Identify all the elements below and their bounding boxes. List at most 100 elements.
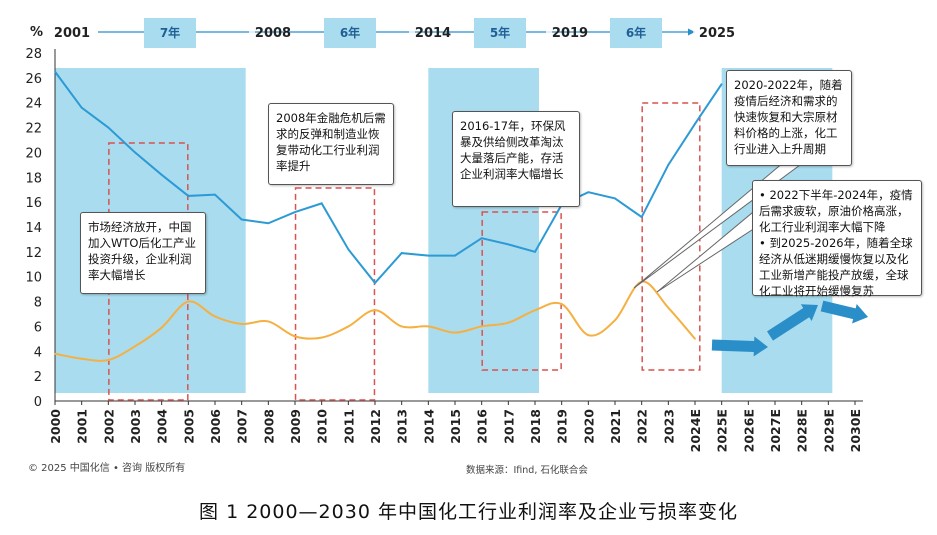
series-2-point: [134, 345, 136, 348]
timeline-interval-box: [144, 18, 196, 48]
forecast-bullet-2: • 到2025-2026年，随着全球经济从低迷期缓慢恢复以及化工业新增产能投产放…: [759, 236, 913, 298]
series-2-point: [107, 359, 110, 361]
series-2-point: [534, 309, 536, 312]
x-tick-label: 2003: [128, 409, 143, 444]
timeline-interval-label: 6年: [626, 25, 646, 40]
series-1-point: [160, 174, 163, 176]
x-tick-label: 2000: [48, 409, 63, 444]
timeline-year: 2019: [552, 26, 588, 41]
series-1-point: [640, 216, 643, 218]
x-tick-label: 2009: [288, 409, 303, 444]
series-2-point: [294, 335, 296, 338]
x-tick-label: 2028E: [795, 409, 810, 452]
series-2-point: [267, 320, 270, 323]
x-tick-label: 2018: [528, 409, 543, 444]
x-tick-label: 2006: [208, 409, 223, 444]
series-1-point: [427, 254, 430, 257]
y-tick-label: 12: [25, 246, 42, 261]
y-tick-label: 6: [34, 320, 42, 335]
series-1-point: [534, 251, 536, 253]
x-tick-label: 2014: [421, 409, 436, 444]
series-1-point: [507, 243, 510, 246]
y-tick-label: 16: [25, 196, 42, 211]
annotation-2008: 2008年金融危机后需求的反弹和制造业恢复带动化工行业利润率提升: [268, 103, 394, 185]
x-tick-label: 2010: [315, 409, 330, 444]
forecast-bullet-1: • 2022下半年-2024年，疫情后需求疲软，原油价格高涨，化工行业利润率大幅…: [759, 188, 913, 234]
timeline-interval-label: 5年: [490, 25, 510, 40]
y-tick-label: 28: [25, 47, 42, 62]
series-2-point: [614, 319, 616, 322]
timeline-year: 2025: [699, 26, 735, 41]
x-tick-label: 2024E: [688, 409, 703, 452]
y-tick-label: 22: [25, 122, 42, 137]
timeline-year: 2001: [54, 26, 90, 41]
x-tick-label: 2023: [661, 409, 676, 444]
series-1-point: [107, 126, 110, 129]
x-tick-label: 2029E: [821, 409, 836, 452]
series-1-point: [347, 248, 350, 251]
y-tick-label: 24: [25, 97, 42, 112]
x-tick-label: 2027E: [768, 409, 783, 452]
y-tick-label: 0: [34, 395, 42, 410]
x-tick-label: 2020: [581, 409, 596, 444]
annotation-2016: 2016-17年，环保风暴及供给侧改革淘汰大量落后产能，存活企业利润率大幅增长: [452, 111, 580, 207]
series-1-point: [720, 83, 723, 85]
series-1-point: [374, 282, 376, 284]
series-2-point: [214, 315, 216, 318]
x-tick-label: 2015: [448, 409, 463, 444]
series-line-1: [54, 71, 723, 285]
series-1-point: [54, 70, 56, 73]
y-axis-unit: %: [30, 25, 43, 40]
series-2-point: [187, 300, 190, 303]
series-1-point: [480, 237, 483, 239]
series-1-point: [587, 191, 590, 193]
x-tick-label: 2026E: [741, 409, 756, 452]
series-2-point: [160, 326, 163, 329]
x-tick-label: 2011: [341, 409, 356, 444]
series-2-point: [507, 321, 510, 324]
series-1-point: [400, 252, 403, 254]
series-2-point: [480, 325, 483, 328]
timeline-interval-box: [474, 18, 526, 48]
highlight-box-4: [641, 102, 701, 371]
series-1-point: [667, 164, 670, 166]
series-2-point: [454, 331, 456, 334]
annotation-2020: 2020-2022年，随着疫情后经济和需求的快速恢复和大宗原材料价格的上涨，化工…: [726, 70, 852, 166]
series-2-point: [320, 336, 323, 339]
x-tick-label: 2005: [181, 409, 196, 444]
series-2-point: [347, 325, 350, 328]
series-2-point: [667, 306, 670, 309]
timeline-interval-box: [610, 18, 662, 48]
series-1-point: [240, 218, 243, 221]
series-1-point: [694, 123, 696, 125]
x-tick-label: 2021: [608, 409, 623, 444]
annotation-wto: 市场经济放开，中国加入WTO后化工产业投资升级，企业利润率大幅增长: [80, 212, 206, 294]
timeline-interval-label: 6年: [340, 25, 360, 40]
x-tick-label: 2002: [101, 409, 116, 444]
series-1-point: [267, 222, 270, 225]
series-2-point: [54, 352, 56, 355]
series-2-point: [587, 334, 590, 336]
series-2-point: [374, 309, 376, 312]
annotation-forecast: • 2022下半年-2024年，疫情后需求疲软，原油价格高涨，化工行业利润率大幅…: [752, 180, 922, 298]
copyright-text: © 2025 中国化信 • 咨询 版权所有: [28, 463, 186, 474]
series-1-point: [80, 106, 83, 109]
series-2-point: [80, 357, 83, 360]
x-tick-label: 2030E: [848, 409, 863, 452]
series-2-point: [400, 325, 403, 328]
x-tick-label: 2019: [555, 409, 570, 444]
source-text: 数据来源：Ifind, 石化联合会: [466, 465, 588, 476]
y-tick-label: 2: [34, 370, 42, 385]
y-tick-label: 4: [34, 345, 42, 360]
y-tick-label: 8: [34, 296, 42, 311]
x-tick-label: 2001: [75, 409, 90, 444]
series-2-point: [694, 338, 696, 340]
recovery-arrow-3: [820, 300, 868, 324]
x-tick-label: 2016: [475, 409, 490, 444]
x-tick-label: 2025E: [715, 409, 730, 452]
highlight-box-2: [294, 187, 376, 401]
timeline-year: 2014: [415, 26, 451, 41]
y-tick-label: 26: [25, 72, 42, 87]
y-tick-label: 14: [25, 221, 42, 236]
